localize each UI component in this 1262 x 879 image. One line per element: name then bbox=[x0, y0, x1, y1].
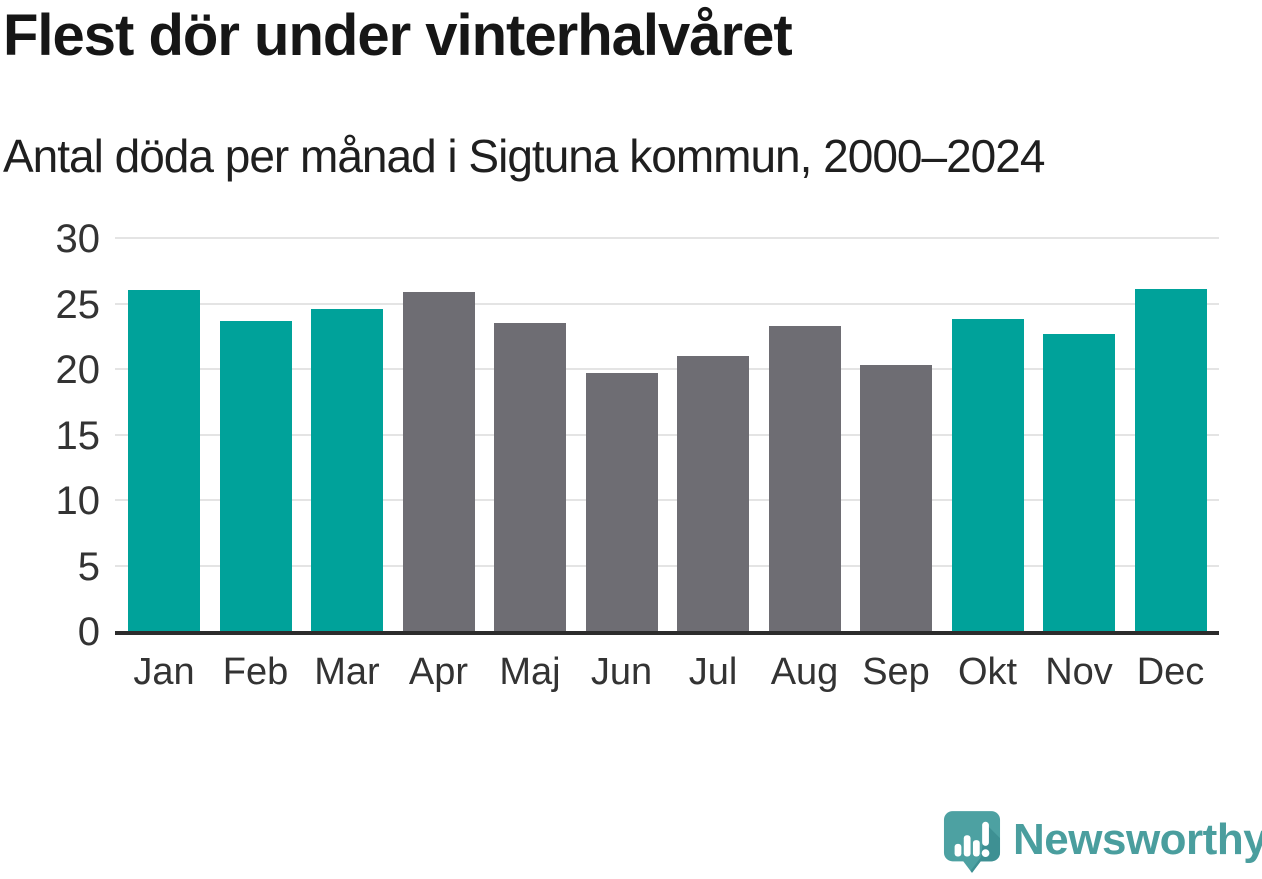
newsworthy-logo-icon bbox=[943, 811, 1001, 873]
newsworthy-brand-text: Newsworthy bbox=[1013, 815, 1262, 864]
x-tick-label-okt: Okt bbox=[957, 651, 1018, 693]
x-tick-label-feb: Feb bbox=[222, 651, 289, 693]
chart-title: Flest dör under vinterhalvåret bbox=[3, 3, 793, 68]
x-tick-label-jun: Jun bbox=[590, 651, 653, 693]
plot-area bbox=[115, 237, 1219, 631]
x-tick-label-maj: Maj bbox=[499, 651, 561, 693]
bar-maj bbox=[494, 323, 566, 631]
y-tick-label-0: 0 bbox=[77, 610, 100, 654]
gridline-15 bbox=[115, 433, 1219, 436]
x-tick-label-jul: Jul bbox=[688, 651, 738, 693]
bar-jun bbox=[585, 372, 658, 631]
bar-jul bbox=[677, 355, 749, 631]
bar-feb bbox=[219, 320, 292, 631]
x-axis-line bbox=[115, 631, 1219, 635]
y-tick-label-25: 25 bbox=[55, 282, 101, 327]
x-tick-label-mar: Mar bbox=[314, 651, 380, 693]
bar-sep bbox=[860, 365, 932, 631]
bar-apr bbox=[402, 291, 475, 631]
y-tick-label-15: 15 bbox=[55, 413, 101, 458]
x-tick-label-dec: Dec bbox=[1136, 651, 1205, 693]
newsworthy-logo: Newsworthy bbox=[943, 810, 1262, 874]
logo-exclamation-stroke bbox=[982, 821, 989, 846]
x-tick-label-apr: Apr bbox=[408, 651, 469, 693]
x-tick-label-jan: Jan bbox=[133, 651, 195, 693]
y-tick-label-5: 5 bbox=[77, 544, 100, 589]
bar-nov bbox=[1043, 333, 1115, 631]
gridline-30 bbox=[115, 237, 1219, 239]
y-tick-label-10: 10 bbox=[55, 479, 101, 523]
logo-bar-1 bbox=[954, 843, 962, 857]
gridline-25 bbox=[115, 302, 1219, 305]
bar-aug bbox=[768, 325, 841, 631]
logo-bar-2 bbox=[963, 835, 971, 857]
x-tick-label-aug: Aug bbox=[770, 651, 839, 693]
y-tick-label-30: 30 bbox=[55, 217, 101, 261]
x-tick-label-nov: Nov bbox=[1045, 651, 1113, 693]
gridline-10 bbox=[115, 499, 1219, 501]
gridline-5 bbox=[115, 564, 1219, 567]
logo-exclamation-dot bbox=[981, 849, 990, 857]
bar-okt bbox=[951, 319, 1024, 631]
gridline-20 bbox=[115, 368, 1219, 370]
bar-mar bbox=[311, 308, 383, 631]
bar-jan bbox=[128, 290, 200, 631]
logo-bar-3 bbox=[972, 840, 980, 857]
bar-dec bbox=[1134, 289, 1207, 631]
y-tick-label-20: 20 bbox=[55, 348, 101, 392]
chart-subtitle: Antal döda per månad i Sigtuna kommun, 2… bbox=[3, 130, 1045, 182]
x-tick-label-sep: Sep bbox=[862, 651, 930, 693]
